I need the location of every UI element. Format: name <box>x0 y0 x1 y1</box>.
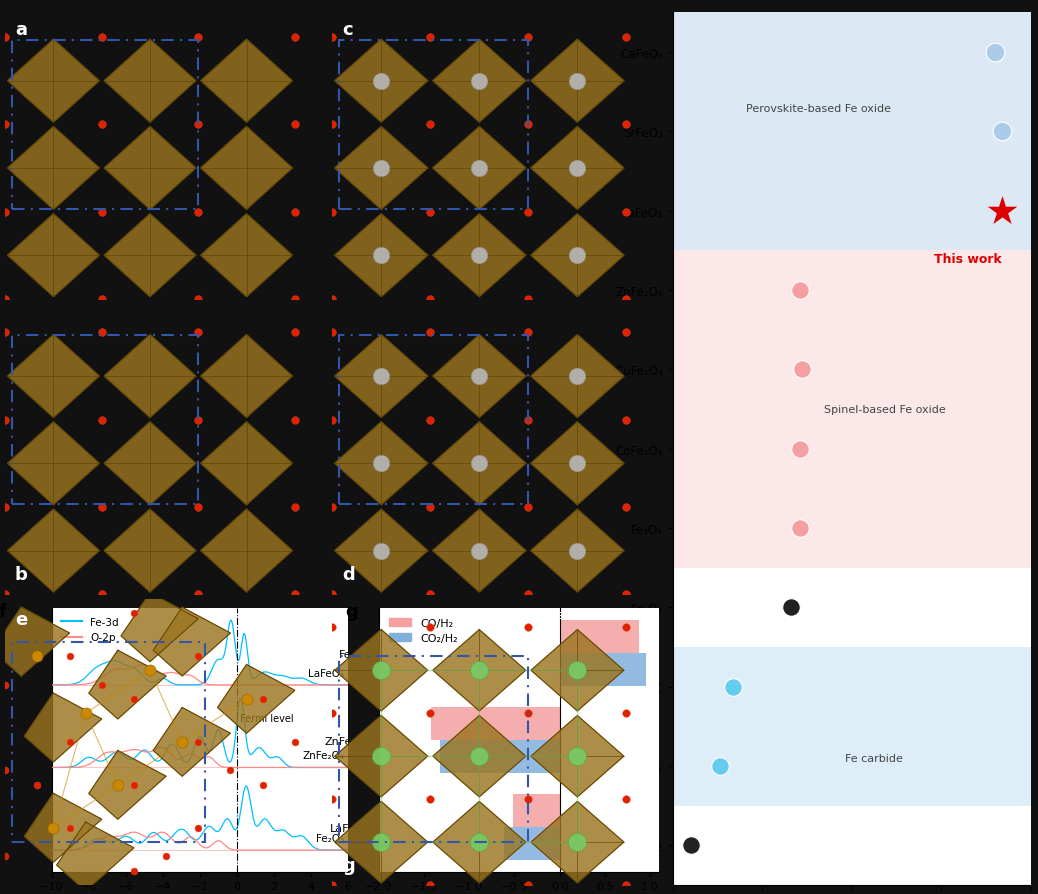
Polygon shape <box>433 215 525 297</box>
Polygon shape <box>335 128 428 210</box>
Polygon shape <box>335 40 428 122</box>
Point <box>986 46 1003 60</box>
Polygon shape <box>104 423 196 505</box>
Polygon shape <box>200 128 293 210</box>
Text: d: d <box>342 565 355 583</box>
Polygon shape <box>89 651 166 719</box>
Polygon shape <box>433 423 525 505</box>
Polygon shape <box>335 510 428 592</box>
Polygon shape <box>104 128 196 210</box>
Polygon shape <box>154 608 230 676</box>
Text: Fe carbide: Fe carbide <box>845 754 903 763</box>
Polygon shape <box>200 335 293 417</box>
Text: Spinel-based Fe oxide: Spinel-based Fe oxide <box>824 405 946 415</box>
Point <box>794 363 811 377</box>
Polygon shape <box>104 335 196 417</box>
Text: f: f <box>0 603 6 620</box>
Polygon shape <box>433 802 525 882</box>
Text: Fe₂O₃: Fe₂O₃ <box>316 833 344 843</box>
Polygon shape <box>531 423 624 505</box>
Polygon shape <box>531 716 624 797</box>
Point <box>993 125 1010 139</box>
Polygon shape <box>0 608 70 676</box>
Bar <box>513 794 559 827</box>
Bar <box>503 827 559 860</box>
Polygon shape <box>7 423 100 505</box>
Polygon shape <box>200 40 293 122</box>
Point <box>711 759 728 773</box>
Polygon shape <box>433 40 525 122</box>
Polygon shape <box>7 128 100 210</box>
Bar <box>559 653 646 686</box>
Polygon shape <box>335 335 428 417</box>
Point <box>783 601 799 615</box>
Polygon shape <box>531 802 624 882</box>
Bar <box>559 620 639 653</box>
Bar <box>673 13 1031 251</box>
Polygon shape <box>7 215 100 297</box>
Point <box>792 442 809 456</box>
Text: g: g <box>346 603 358 620</box>
Polygon shape <box>104 40 196 122</box>
Legend: CO/H₂, CO₂/H₂: CO/H₂, CO₂/H₂ <box>384 613 462 648</box>
Legend: Fe-3d, O-2p: Fe-3d, O-2p <box>57 613 124 646</box>
Point <box>792 283 809 298</box>
Polygon shape <box>7 40 100 122</box>
Polygon shape <box>433 716 525 797</box>
Polygon shape <box>89 751 166 819</box>
Polygon shape <box>335 630 428 711</box>
Text: This work: This work <box>934 253 1003 266</box>
Polygon shape <box>25 694 102 762</box>
Polygon shape <box>200 423 293 505</box>
Text: b: b <box>15 565 28 583</box>
Text: c: c <box>342 21 353 38</box>
Polygon shape <box>200 510 293 592</box>
Polygon shape <box>104 215 196 297</box>
Polygon shape <box>7 510 100 592</box>
Point <box>993 205 1010 219</box>
Bar <box>673 251 1031 568</box>
Text: ZnFe₂O₄: ZnFe₂O₄ <box>302 750 344 761</box>
Polygon shape <box>531 215 624 297</box>
Bar <box>432 707 559 739</box>
Polygon shape <box>57 822 134 890</box>
Point <box>682 839 699 853</box>
Polygon shape <box>335 423 428 505</box>
Polygon shape <box>531 335 624 417</box>
Polygon shape <box>218 665 295 733</box>
Bar <box>440 739 559 772</box>
Text: a: a <box>15 21 27 38</box>
Text: [FeO₆] octahedral units: [FeO₆] octahedral units <box>428 608 564 620</box>
Polygon shape <box>531 128 624 210</box>
Point <box>725 679 741 694</box>
Polygon shape <box>335 215 428 297</box>
Text: g: g <box>342 856 355 873</box>
Polygon shape <box>433 335 525 417</box>
Text: Perovskite-based Fe oxide: Perovskite-based Fe oxide <box>745 104 891 114</box>
Polygon shape <box>531 510 624 592</box>
Text: LaFeO₃: LaFeO₃ <box>308 668 344 678</box>
Polygon shape <box>200 215 293 297</box>
Polygon shape <box>121 594 198 662</box>
Polygon shape <box>335 802 428 882</box>
Text: e: e <box>15 611 27 628</box>
Polygon shape <box>531 40 624 122</box>
Polygon shape <box>433 510 525 592</box>
Polygon shape <box>531 630 624 711</box>
Polygon shape <box>154 708 230 776</box>
Polygon shape <box>433 128 525 210</box>
Polygon shape <box>25 794 102 862</box>
Polygon shape <box>433 630 525 711</box>
Point <box>792 521 809 536</box>
Bar <box>673 647 1031 805</box>
Polygon shape <box>7 335 100 417</box>
Polygon shape <box>335 716 428 797</box>
Polygon shape <box>104 510 196 592</box>
Text: Fermi level: Fermi level <box>241 713 294 722</box>
